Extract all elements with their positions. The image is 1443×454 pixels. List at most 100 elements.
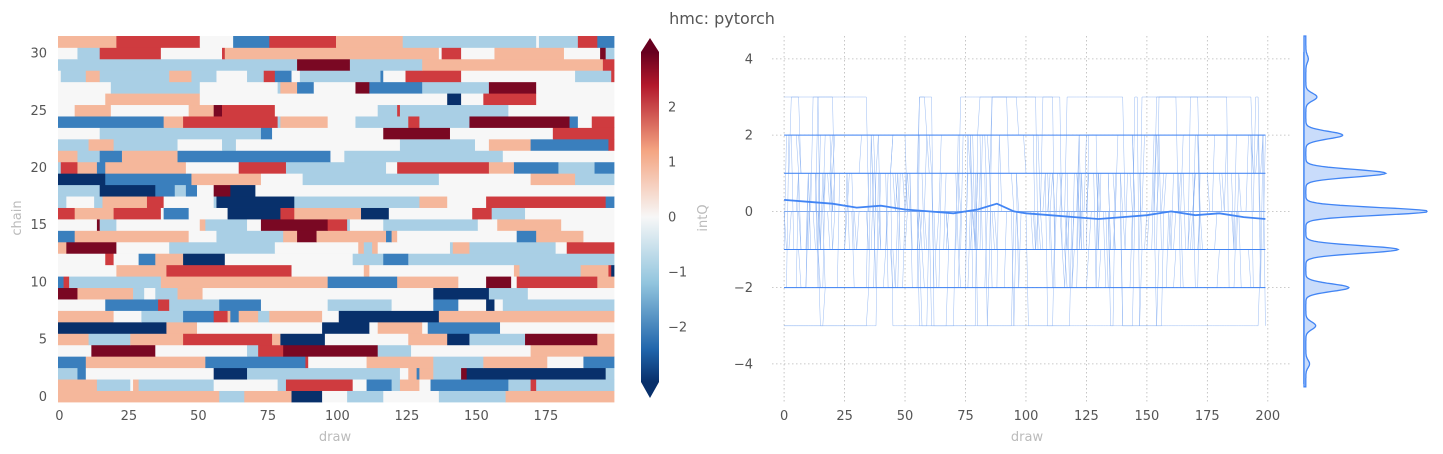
heatmap-cell	[58, 287, 78, 300]
trace-x-tick: 100	[1014, 409, 1039, 424]
heatmap-cell	[352, 379, 367, 391]
heatmap-cell	[411, 344, 531, 357]
heatmap-cell	[183, 253, 226, 266]
heatmap-cell	[566, 241, 615, 254]
heatmap-cell	[452, 241, 470, 254]
heatmap-cell	[344, 150, 504, 163]
heatmap-cell	[258, 344, 284, 357]
heatmap-cell	[575, 70, 612, 83]
heatmap-cell	[536, 93, 615, 106]
heatmap-cell	[597, 36, 615, 48]
trace-x-tick: 0	[780, 409, 788, 424]
heatmap-cell	[60, 161, 78, 174]
heatmap-cell	[488, 287, 529, 300]
heatmap-cell	[469, 241, 557, 254]
heatmap-cell	[58, 161, 62, 174]
heatmap-cell	[363, 264, 370, 277]
heatmap-cell	[608, 264, 612, 277]
heatmap-cell	[600, 47, 607, 60]
heatmap-cell	[324, 333, 409, 346]
heatmap-cell	[224, 47, 440, 60]
trace-level-lines	[784, 134, 1266, 289]
heatmap-cell	[105, 299, 159, 311]
heatmap-cell	[116, 36, 201, 48]
heatmap-cell	[422, 321, 429, 334]
heatmap-cell	[163, 196, 215, 208]
heatmap-x-tick: 175	[533, 409, 558, 424]
heatmap-cell	[58, 276, 64, 289]
heatmap-cell	[433, 367, 462, 380]
heatmap-cell	[58, 58, 298, 71]
heatmap-cell	[169, 299, 220, 311]
heatmap-cell	[513, 264, 520, 277]
heatmap-cell	[302, 173, 440, 186]
heatmap-cell	[391, 379, 401, 391]
heatmap-cell	[74, 207, 114, 220]
heatmap-cell	[121, 150, 178, 163]
heatmap-cell	[461, 47, 495, 60]
heatmap-cell	[283, 344, 379, 357]
heatmap-cell	[469, 333, 526, 346]
heatmap-cell	[199, 93, 448, 106]
heatmap-cell	[291, 264, 365, 277]
heatmap-cell	[96, 219, 101, 231]
heatmap-x-tick: 150	[464, 409, 489, 424]
heatmap-cell	[155, 287, 178, 300]
heatmap-cell	[183, 116, 279, 128]
heatmap-cell	[347, 219, 351, 231]
heatmap-cell	[160, 47, 223, 60]
heatmap-cell	[230, 310, 240, 323]
heatmap-cell	[447, 196, 487, 208]
colorbar-extend-low	[641, 382, 659, 398]
heatmap-cell	[166, 264, 292, 277]
heatmap-cell	[58, 93, 106, 106]
heatmap-cell	[58, 207, 76, 220]
heatmap-cell	[294, 196, 420, 208]
heatmap-cell	[205, 356, 306, 369]
heatmap-cell	[505, 390, 615, 403]
heatmap-cell	[99, 184, 156, 197]
figure-title: hmc: pytorch	[669, 9, 775, 28]
heatmap-cell	[99, 219, 117, 231]
heatmap-cell	[483, 93, 537, 106]
heatmap-cell	[183, 310, 215, 323]
heatmap-cell	[508, 104, 615, 117]
trace-y-tick: −4	[734, 357, 753, 372]
heatmap-cell	[216, 196, 295, 208]
heatmap-cell	[330, 150, 345, 163]
trace-x-tick: 75	[957, 409, 974, 424]
heatmap-cell	[349, 58, 423, 71]
heatmap-cell	[355, 81, 370, 94]
heatmap-cell	[113, 138, 178, 151]
heatmap-cell	[408, 253, 615, 266]
heatmap-cell	[383, 127, 451, 140]
heatmap-cell	[608, 138, 615, 151]
trace-y-ticks: −4 −2 0 2 4	[734, 52, 753, 372]
heatmap-cell	[177, 150, 331, 163]
heatmap-cell	[213, 367, 248, 380]
heatmap-cell	[274, 241, 359, 254]
heatmap-cell	[433, 299, 459, 311]
heatmap-cell	[561, 219, 615, 231]
heatmap-x-tick: 75	[260, 409, 277, 424]
heatmap-cell	[247, 70, 265, 83]
heatmap-cell	[569, 116, 579, 128]
heatmap-cell	[77, 161, 98, 174]
heatmap-cell	[336, 36, 404, 48]
heatmap-cell	[583, 230, 615, 243]
heatmap-cell	[408, 116, 420, 128]
trace-x-label: draw	[1011, 430, 1044, 445]
heatmap-cell	[169, 241, 276, 254]
heatmap-cell	[399, 138, 476, 151]
heatmap-cell	[469, 116, 570, 128]
trace-x-ticks: 0 25 50 75 100 125 150 175 200	[780, 409, 1280, 424]
heatmap-x-tick: 25	[121, 409, 138, 424]
heatmap-cell	[58, 81, 112, 94]
heatmap-cell	[388, 207, 473, 220]
heatmap-cell	[116, 219, 201, 231]
heatmap-cell	[155, 184, 176, 197]
heatmap-cell	[88, 138, 114, 151]
heatmap-cell	[58, 253, 106, 266]
trace-x-tick: 175	[1195, 409, 1220, 424]
trace-x-tick: 150	[1134, 409, 1159, 424]
